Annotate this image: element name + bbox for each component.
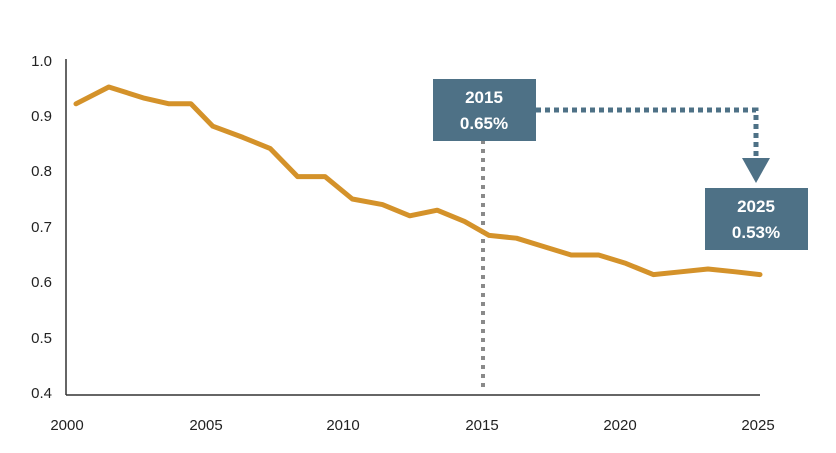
y-tick-label: 0.7 bbox=[31, 219, 52, 236]
x-tick-label: 2015 bbox=[465, 417, 498, 434]
callout-2025: 2025 0.53% bbox=[705, 188, 808, 250]
y-tick-label: 0.9 bbox=[31, 108, 52, 125]
x-tick-label: 2020 bbox=[603, 417, 636, 434]
y-axis-ticks: 0.4 0.5 0.6 0.7 0.8 0.9 1.0 bbox=[31, 53, 52, 402]
x-tick-label: 2025 bbox=[741, 417, 774, 434]
callout-value: 0.65% bbox=[460, 114, 508, 133]
callout-year: 2025 bbox=[737, 197, 775, 216]
callout-value: 0.53% bbox=[732, 223, 780, 242]
x-tick-label: 2000 bbox=[50, 417, 83, 434]
arrow-head-icon bbox=[742, 158, 770, 183]
callout-year: 2015 bbox=[465, 88, 503, 107]
y-tick-label: 0.6 bbox=[31, 274, 52, 291]
callout-box bbox=[433, 79, 536, 141]
x-tick-label: 2005 bbox=[189, 417, 222, 434]
y-tick-label: 0.5 bbox=[31, 330, 52, 347]
x-tick-label: 2010 bbox=[326, 417, 359, 434]
y-tick-label: 0.8 bbox=[31, 163, 52, 180]
callout-arrow-path bbox=[536, 107, 759, 160]
x-axis-ticks: 2000 2005 2010 2015 2020 2025 bbox=[50, 417, 774, 434]
callout-2015: 2015 0.65% bbox=[433, 79, 536, 141]
series-line bbox=[73, 84, 763, 278]
callout-box bbox=[705, 188, 808, 250]
y-tick-label: 1.0 bbox=[31, 53, 52, 70]
y-tick-label: 0.4 bbox=[31, 385, 52, 402]
